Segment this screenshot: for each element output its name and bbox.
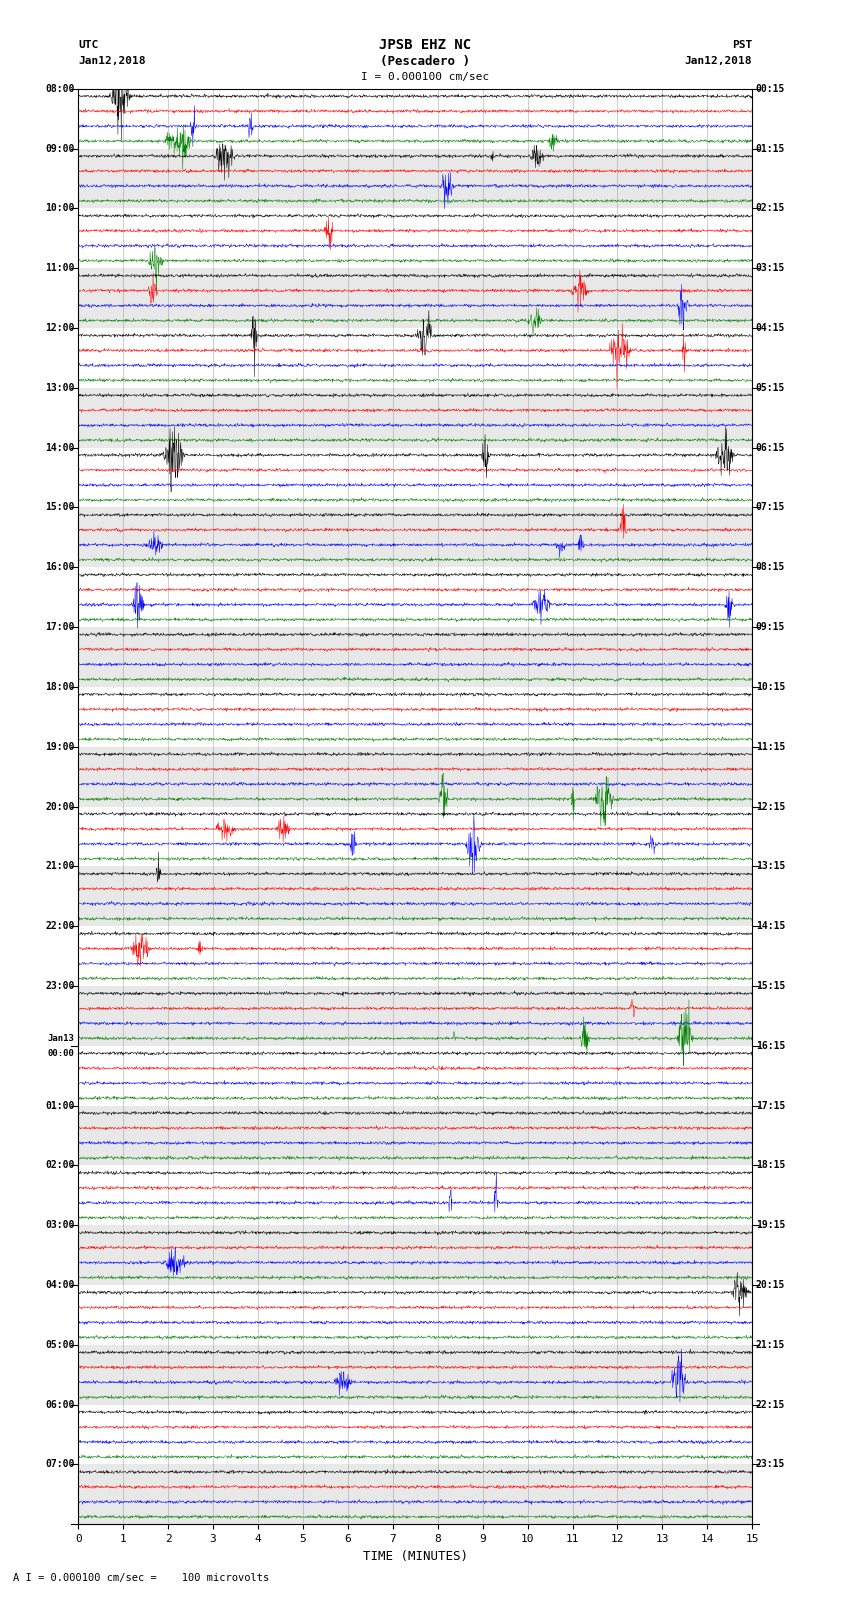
Bar: [78, 747, 752, 806]
Text: A I = 0.000100 cm/sec =    100 microvolts: A I = 0.000100 cm/sec = 100 microvolts: [13, 1573, 269, 1582]
Bar: [78, 1345, 752, 1405]
Bar: [78, 627, 752, 687]
Text: 05:15: 05:15: [756, 382, 785, 394]
Bar: [78, 986, 752, 1045]
Text: 21:00: 21:00: [45, 861, 75, 871]
Text: 13:15: 13:15: [756, 861, 785, 871]
Text: 08:15: 08:15: [756, 563, 785, 573]
Text: 07:00: 07:00: [45, 1460, 75, 1469]
Text: 04:00: 04:00: [45, 1281, 75, 1290]
Text: 19:15: 19:15: [756, 1219, 785, 1231]
Bar: [78, 148, 752, 208]
Text: 00:00: 00:00: [48, 1048, 75, 1058]
Text: 05:00: 05:00: [45, 1340, 75, 1350]
Text: 14:15: 14:15: [756, 921, 785, 931]
Text: 06:00: 06:00: [45, 1400, 75, 1410]
Bar: [78, 268, 752, 327]
Text: 20:15: 20:15: [756, 1281, 785, 1290]
Text: 17:00: 17:00: [45, 623, 75, 632]
Text: JPSB EHZ NC: JPSB EHZ NC: [379, 39, 471, 52]
Text: 16:00: 16:00: [45, 563, 75, 573]
Text: 14:00: 14:00: [45, 442, 75, 453]
Text: 18:00: 18:00: [45, 682, 75, 692]
Text: 03:15: 03:15: [756, 263, 785, 273]
Text: 21:15: 21:15: [756, 1340, 785, 1350]
Text: 00:15: 00:15: [756, 84, 785, 94]
X-axis label: TIME (MINUTES): TIME (MINUTES): [363, 1550, 468, 1563]
Bar: [78, 508, 752, 568]
Bar: [78, 1465, 752, 1524]
Text: 23:15: 23:15: [756, 1460, 785, 1469]
Text: 23:00: 23:00: [45, 981, 75, 990]
Text: 19:00: 19:00: [45, 742, 75, 752]
Text: Jan12,2018: Jan12,2018: [685, 56, 752, 66]
Bar: [78, 387, 752, 448]
Text: 17:15: 17:15: [756, 1100, 785, 1111]
Text: (Pescadero ): (Pescadero ): [380, 55, 470, 68]
Text: 02:00: 02:00: [45, 1160, 75, 1171]
Text: 12:00: 12:00: [45, 323, 75, 332]
Text: 03:00: 03:00: [45, 1219, 75, 1231]
Text: 01:00: 01:00: [45, 1100, 75, 1111]
Bar: [78, 1226, 752, 1286]
Text: PST: PST: [732, 40, 752, 50]
Text: 02:15: 02:15: [756, 203, 785, 213]
Text: 06:15: 06:15: [756, 442, 785, 453]
Text: 20:00: 20:00: [45, 802, 75, 811]
Text: 09:15: 09:15: [756, 623, 785, 632]
Bar: [78, 866, 752, 926]
Text: 12:15: 12:15: [756, 802, 785, 811]
Text: Jan13: Jan13: [48, 1034, 75, 1042]
Text: 11:15: 11:15: [756, 742, 785, 752]
Text: Jan12,2018: Jan12,2018: [78, 56, 145, 66]
Text: 08:00: 08:00: [45, 84, 75, 94]
Text: 01:15: 01:15: [756, 144, 785, 153]
Text: 18:15: 18:15: [756, 1160, 785, 1171]
Text: UTC: UTC: [78, 40, 99, 50]
Text: 10:15: 10:15: [756, 682, 785, 692]
Text: 07:15: 07:15: [756, 502, 785, 513]
Text: 11:00: 11:00: [45, 263, 75, 273]
Text: 10:00: 10:00: [45, 203, 75, 213]
Text: I = 0.000100 cm/sec: I = 0.000100 cm/sec: [361, 73, 489, 82]
Text: 04:15: 04:15: [756, 323, 785, 332]
Text: 15:15: 15:15: [756, 981, 785, 990]
Text: 16:15: 16:15: [756, 1040, 785, 1050]
Bar: [78, 1105, 752, 1165]
Text: 09:00: 09:00: [45, 144, 75, 153]
Text: 15:00: 15:00: [45, 502, 75, 513]
Text: 22:15: 22:15: [756, 1400, 785, 1410]
Text: 13:00: 13:00: [45, 382, 75, 394]
Text: 22:00: 22:00: [45, 921, 75, 931]
